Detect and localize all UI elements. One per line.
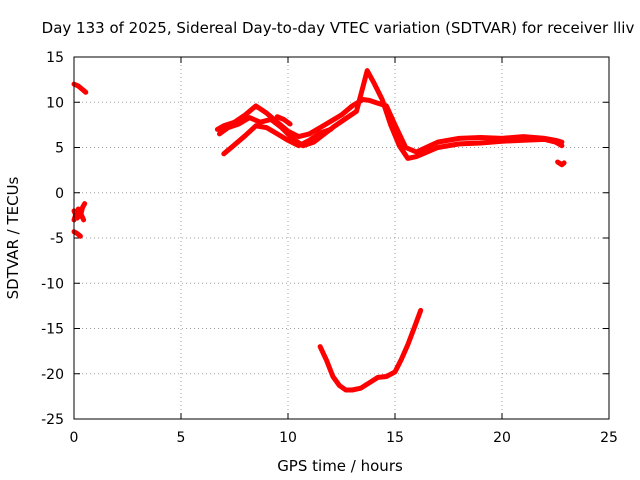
series-line-segment-early-high [71,81,89,95]
series-line-segment-night-negative [317,307,424,393]
y-tick-label: -15 [41,322,64,338]
y-tick-label: -25 [41,412,64,428]
series-line-segment-day-c [221,123,334,157]
x-tick-label: 15 [386,430,404,446]
series-line-segment-early-low [71,229,83,239]
x-tick-label: 20 [493,430,511,446]
chart-title: Day 133 of 2025, Sidereal Day-to-day VTE… [42,19,635,37]
ticks: 0 5 10 15 20 25 -25 -20 -15 -10 -5 0 5 10 15 [41,50,618,446]
series-line-segment-day-d [274,114,293,127]
y-tick-label: 10 [46,95,64,111]
series-line-segment-late-low [555,159,567,168]
grid [74,57,609,419]
data-series [71,68,567,393]
y-tick-label: 0 [55,186,64,202]
x-tick-label: 10 [279,430,297,446]
y-tick-label: 15 [46,50,64,66]
plot-frame [73,56,610,420]
x-tick-label: 25 [600,430,618,446]
series-line-segment-early-mid-b [71,208,87,223]
series-line-segment-day-a [214,97,565,155]
x-tick-label: 0 [70,430,79,446]
x-tick-label: 5 [177,430,186,446]
x-axis-label: GPS time / hours [277,457,403,475]
y-tick-label: -20 [41,367,64,383]
y-axis-label: SDTVAR / TECUs [4,176,22,299]
series-line-segment-day-b [217,68,565,161]
y-tick-label: -10 [41,276,64,292]
y-tick-label: -5 [50,231,64,247]
y-tick-label: 5 [55,141,64,157]
